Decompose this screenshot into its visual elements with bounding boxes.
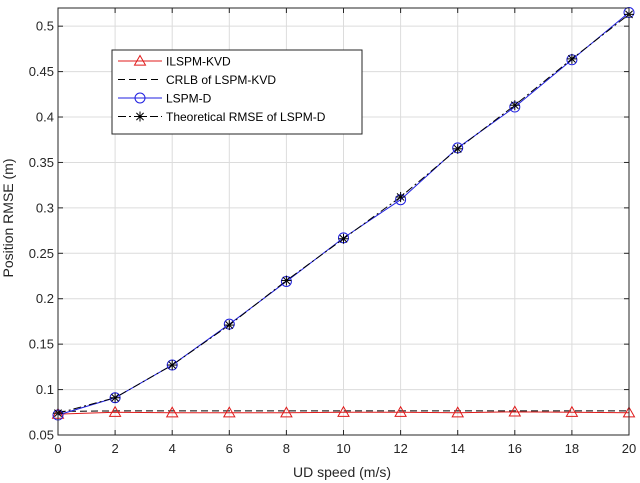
y-tick-label: 0.35 [29, 155, 54, 170]
legend-marker-3 [134, 92, 146, 104]
y-tick-label: 0.3 [36, 200, 54, 215]
x-tick-label: 0 [54, 441, 61, 456]
x-tick-label: 12 [393, 441, 407, 456]
series-4-point [338, 233, 349, 244]
x-tick-label: 14 [450, 441, 464, 456]
series-1-point [337, 405, 350, 417]
series-1-point [565, 405, 579, 417]
legend-label-2: CRLB of LSPM-KVD [166, 73, 276, 87]
y-tick-labels: 0.05 0.1 0.15 0.2 0.25 0.3 0.35 0.4 0.45 0.5 [29, 19, 54, 443]
star-stroke [510, 101, 519, 110]
star-stroke [111, 393, 120, 402]
tick-marks [57, 8, 630, 436]
legend-marker-1 [133, 54, 147, 66]
x-tick-label: 8 [283, 441, 290, 456]
y-tick-label: 0.25 [29, 246, 54, 261]
x-axis-label: UD speed (m/s) [293, 464, 391, 480]
series-4-point [509, 100, 520, 111]
y-tick-label: 0.1 [36, 382, 54, 397]
x-tick-labels: 0 2 4 6 8 10 12 14 16 18 20 [54, 441, 636, 456]
series-4-point [110, 392, 121, 403]
y-tick-label: 0.05 [29, 428, 54, 443]
legend: ILSPM-KVD CRLB of LSPM-KVD LSPM-D Theoretic… [111, 49, 363, 135]
series-1-point [394, 405, 407, 417]
series-4-point [566, 53, 577, 64]
legend-marker-4 [135, 111, 145, 122]
x-tick-label: 20 [622, 441, 636, 456]
star-stroke [282, 276, 291, 285]
x-tick-label: 6 [226, 441, 233, 456]
legend-label-3: LSPM-D [166, 92, 212, 106]
star-stroke [567, 54, 576, 63]
legend-label-1: ILSPM-KVD [166, 55, 231, 69]
y-axis-label: Position RMSE (m) [0, 158, 16, 277]
series-1-point [108, 405, 122, 417]
star-stroke [339, 234, 348, 243]
y-tick-label: 0.5 [36, 19, 54, 34]
series-1-point [280, 406, 293, 418]
y-tick-label: 0.45 [29, 64, 54, 79]
legend-box [111, 49, 363, 135]
star-stroke [396, 193, 405, 201]
series-4-point [395, 191, 406, 202]
y-tick-label: 0.15 [29, 337, 54, 352]
star-stroke [225, 321, 234, 330]
x-tick-label: 18 [565, 441, 579, 456]
star-stroke [168, 361, 177, 369]
series-4-point [452, 143, 463, 154]
series-1-point [451, 406, 465, 418]
star-stroke [136, 112, 144, 121]
series-markers [51, 7, 636, 421]
series-1-point [222, 406, 236, 418]
series-1-point [165, 406, 179, 418]
y-tick-label: 0.2 [36, 291, 54, 306]
x-tick-label: 2 [111, 441, 118, 456]
legend-label-4: Theoretical RMSE of LSPM-D [166, 110, 326, 124]
series-1-point [508, 405, 522, 417]
x-tick-label: 16 [508, 441, 522, 456]
series-4-point [281, 275, 292, 286]
series-4-point [224, 320, 235, 331]
x-tick-label: 10 [336, 441, 350, 456]
series-line-1 [57, 411, 630, 415]
x-tick-label: 4 [169, 441, 176, 456]
series-4-point [167, 360, 178, 371]
star-stroke [453, 144, 462, 153]
y-tick-label: 0.4 [36, 110, 54, 125]
